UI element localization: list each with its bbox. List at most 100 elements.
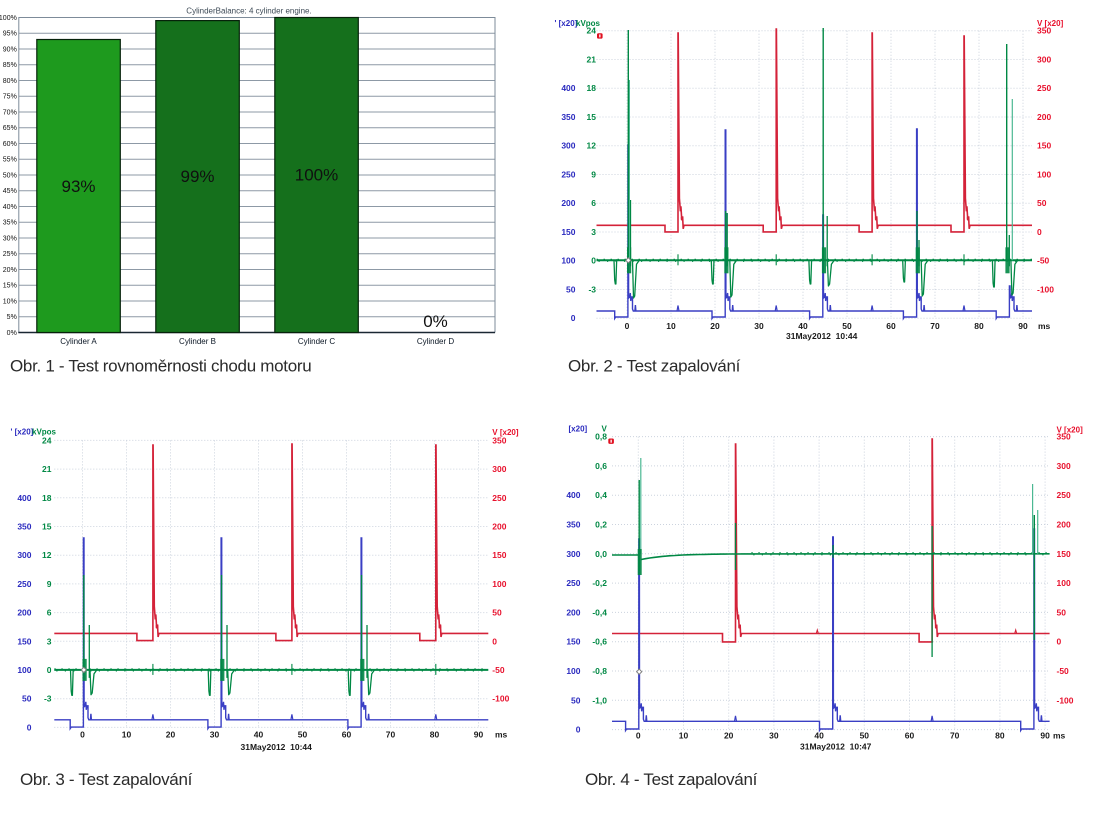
svg-text:0: 0 [625, 321, 630, 331]
svg-text:Cylinder C: Cylinder C [298, 337, 336, 346]
svg-text:45%: 45% [3, 188, 17, 195]
svg-text:150: 150 [566, 637, 580, 647]
svg-text:Obr. 3 - Test zapalování: Obr. 3 - Test zapalování [20, 770, 193, 789]
svg-text:65%: 65% [3, 125, 17, 132]
svg-text:20: 20 [724, 731, 734, 741]
svg-text:250: 250 [1037, 83, 1051, 93]
svg-text:-3: -3 [44, 694, 52, 704]
svg-text:400: 400 [566, 490, 580, 500]
svg-text:20: 20 [166, 730, 176, 740]
svg-text:12: 12 [587, 141, 597, 151]
svg-text:-100: -100 [492, 694, 509, 704]
svg-text:0: 0 [591, 256, 596, 266]
svg-text:Obr. 2 - Test zapalování: Obr. 2 - Test zapalování [568, 357, 741, 376]
svg-text:0%: 0% [7, 330, 17, 337]
svg-text:9: 9 [591, 169, 596, 179]
svg-text:300: 300 [17, 550, 31, 560]
svg-text:400: 400 [561, 83, 575, 93]
svg-text:70: 70 [930, 321, 940, 331]
svg-text:350: 350 [566, 520, 580, 530]
svg-text:350: 350 [17, 522, 31, 532]
svg-text:9: 9 [47, 579, 52, 589]
svg-text:-0,2: -0,2 [592, 578, 607, 588]
svg-text:31May2012 10:44: 31May2012 10:44 [786, 331, 858, 341]
svg-text:60: 60 [342, 730, 352, 740]
svg-text:0: 0 [576, 725, 581, 735]
svg-text:70: 70 [950, 731, 960, 741]
svg-text:100: 100 [1057, 578, 1071, 588]
svg-text:350: 350 [561, 112, 575, 122]
svg-text:-50: -50 [492, 665, 505, 675]
svg-text:24: 24 [587, 26, 597, 36]
svg-text:50: 50 [571, 695, 581, 705]
svg-text:90: 90 [1040, 731, 1050, 741]
svg-text:ms: ms [495, 730, 508, 740]
svg-text:-50: -50 [1037, 256, 1050, 266]
svg-text:60%: 60% [3, 141, 17, 148]
svg-text:250: 250 [17, 579, 31, 589]
svg-text:[x20]: [x20] [569, 425, 588, 434]
svg-text:40%: 40% [3, 204, 17, 211]
svg-text:10: 10 [666, 321, 676, 331]
svg-text:6: 6 [47, 608, 52, 618]
svg-text:0,6: 0,6 [595, 461, 607, 471]
svg-text:10: 10 [122, 730, 132, 740]
svg-text:18: 18 [42, 493, 52, 503]
svg-text:150: 150 [492, 550, 506, 560]
svg-text:400: 400 [17, 493, 31, 503]
svg-text:3: 3 [591, 227, 596, 237]
svg-text:kVpos: kVpos [32, 428, 57, 437]
svg-text:50: 50 [1037, 198, 1047, 208]
svg-text:10: 10 [679, 731, 689, 741]
svg-text:-1,0: -1,0 [592, 695, 607, 705]
svg-text:99%: 99% [180, 167, 214, 186]
svg-text:150: 150 [17, 636, 31, 646]
svg-text:50: 50 [566, 284, 576, 294]
svg-text:-100: -100 [1037, 284, 1054, 294]
svg-text:90%: 90% [3, 46, 17, 53]
svg-text:Cylinder A: Cylinder A [60, 337, 97, 346]
svg-text:200: 200 [17, 608, 31, 618]
svg-text:200: 200 [492, 522, 506, 532]
svg-text:30%: 30% [3, 235, 17, 242]
svg-text:0,4: 0,4 [595, 490, 607, 500]
svg-text:25%: 25% [3, 251, 17, 258]
svg-text:93%: 93% [61, 177, 95, 196]
svg-text:ms: ms [1053, 731, 1066, 741]
svg-text:15: 15 [42, 522, 52, 532]
svg-text:-3: -3 [588, 284, 596, 294]
svg-text:80: 80 [995, 731, 1005, 741]
svg-text:80: 80 [430, 730, 440, 740]
svg-text:50: 50 [1057, 607, 1067, 617]
svg-text:300: 300 [1057, 461, 1071, 471]
svg-text:100: 100 [492, 579, 506, 589]
svg-text:0: 0 [636, 731, 641, 741]
svg-text:300: 300 [1037, 55, 1051, 65]
svg-text:5%: 5% [7, 314, 17, 321]
svg-text:0: 0 [27, 722, 32, 732]
svg-text:-50: -50 [1057, 666, 1070, 676]
svg-text:0,0: 0,0 [595, 549, 607, 559]
svg-text:50: 50 [842, 321, 852, 331]
svg-text:350: 350 [1037, 26, 1051, 36]
svg-text:250: 250 [566, 578, 580, 588]
svg-text:350: 350 [492, 435, 506, 445]
svg-text:0: 0 [571, 313, 576, 323]
svg-text:200: 200 [566, 607, 580, 617]
svg-text:50%: 50% [3, 172, 17, 179]
svg-text:70%: 70% [3, 109, 17, 116]
svg-text:21: 21 [587, 55, 597, 65]
svg-text:31May2012 10:47: 31May2012 10:47 [800, 742, 872, 752]
svg-text:12: 12 [42, 550, 52, 560]
svg-text:150: 150 [1057, 549, 1071, 559]
svg-text:21: 21 [42, 464, 52, 474]
svg-text:31May2012 10:44: 31May2012 10:44 [241, 742, 313, 752]
svg-text:-100: -100 [1057, 695, 1074, 705]
svg-text:3: 3 [47, 636, 52, 646]
svg-text:30: 30 [754, 321, 764, 331]
svg-text:100: 100 [566, 666, 580, 676]
svg-text:100%: 100% [0, 15, 17, 22]
svg-text:60: 60 [886, 321, 896, 331]
svg-text:40: 40 [254, 730, 264, 740]
svg-text:kVpos: kVpos [576, 19, 601, 28]
